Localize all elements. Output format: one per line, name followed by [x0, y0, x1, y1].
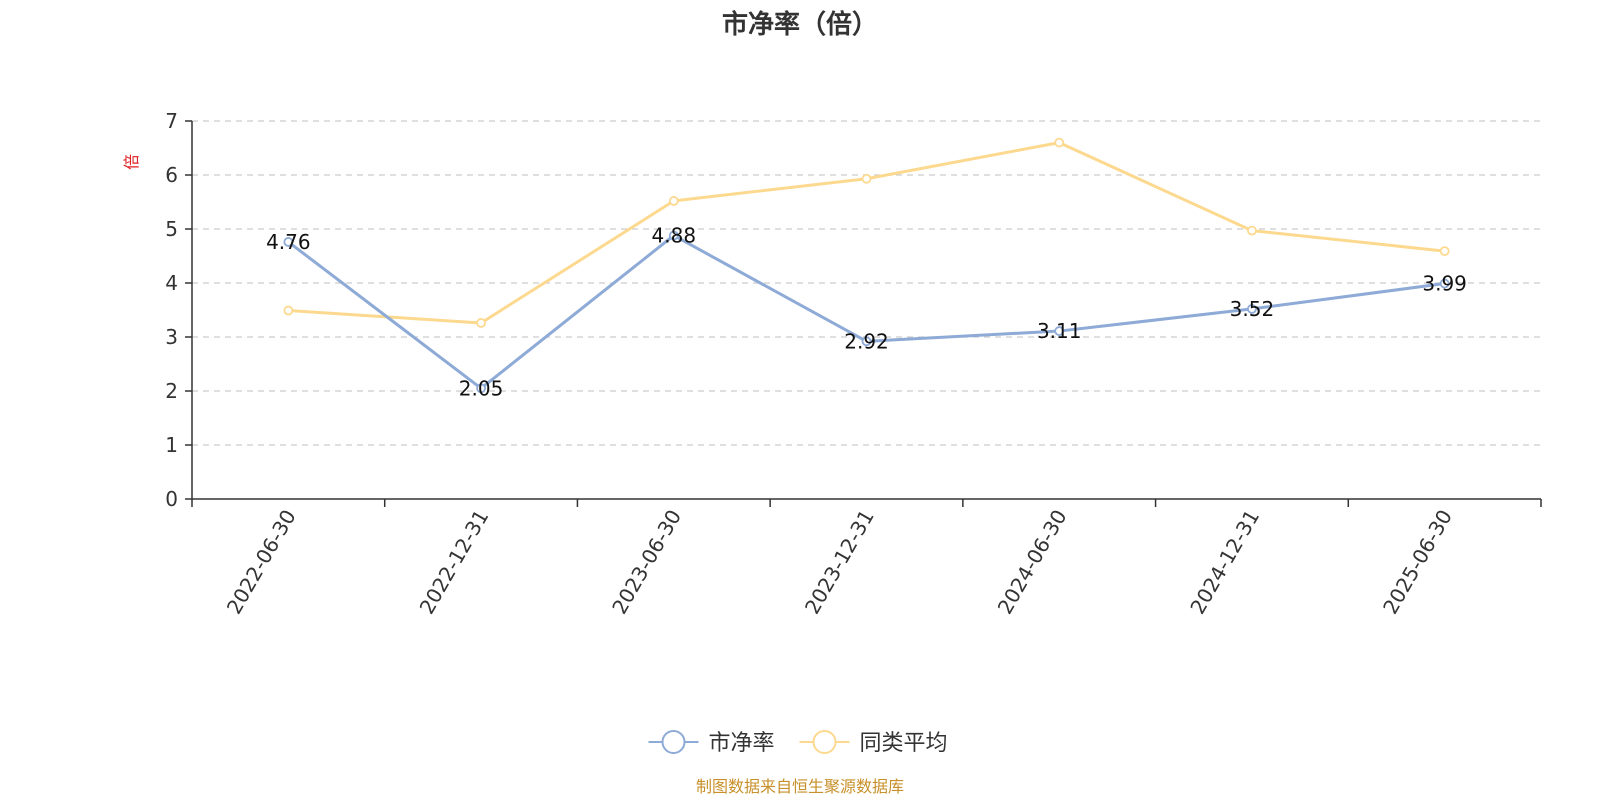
data-point[interactable]	[1247, 225, 1257, 236]
chart-title: 市净率（倍）	[722, 9, 878, 40]
data-point[interactable]	[861, 173, 872, 184]
data-label: 4.88	[652, 223, 697, 247]
series-group	[283, 137, 1450, 328]
grid-lines	[192, 120, 1541, 446]
legend: 市净率 同类平均	[648, 730, 948, 756]
series-line	[288, 141, 1445, 325]
y-tick-label: 4	[165, 271, 178, 295]
legend-item[interactable]: 市净率	[648, 730, 775, 756]
data-labels: 4.76 2.05 4.88 2.92 3.11 3.52 3.99	[266, 223, 1467, 400]
y-tick-label: 6	[165, 163, 178, 187]
legend-item[interactable]: 同类平均	[799, 730, 948, 756]
y-tick-label: 0	[165, 487, 178, 511]
y-tick-label: 1	[165, 433, 178, 457]
data-point[interactable]	[1054, 326, 1065, 336]
y-axis-unit-label: 倍	[122, 154, 141, 170]
data-point[interactable]	[476, 383, 486, 394]
axes: 0 1 2 3 4 5 6 7 2022-06-30 2022-12-31 2023-06-30 20…	[165, 109, 1542, 619]
legend-label: 市净率	[709, 731, 775, 756]
x-tick-label: 2024-06-30	[993, 506, 1072, 619]
y-tick-label: 2	[165, 379, 178, 403]
x-tick-label: 2024-12-31	[1185, 506, 1264, 619]
data-point[interactable]	[476, 318, 486, 328]
x-tick-label: 2023-06-30	[607, 506, 686, 619]
data-point[interactable]	[668, 230, 679, 241]
data-point[interactable]	[283, 237, 294, 247]
y-tick-label: 7	[165, 109, 178, 133]
data-point[interactable]	[1439, 246, 1450, 257]
x-tick-label: 2025-06-30	[1378, 506, 1457, 619]
y-tick-label: 3	[165, 325, 178, 349]
series-lines	[283, 137, 1450, 394]
legend-marker-icon	[812, 730, 837, 754]
data-label: 4.76	[266, 230, 311, 254]
data-label: 3.99	[1422, 272, 1467, 296]
x-tick-label: 2023-12-31	[800, 506, 879, 619]
data-point[interactable]	[283, 305, 294, 316]
legend-label: 同类平均	[860, 731, 948, 756]
data-point[interactable]	[1054, 137, 1065, 148]
data-point[interactable]	[861, 336, 872, 347]
data-label: 3.11	[1037, 319, 1082, 343]
data-label: 3.52	[1230, 297, 1275, 321]
data-point[interactable]	[1439, 278, 1450, 289]
data-label: 2.92	[844, 329, 889, 353]
data-point[interactable]	[668, 196, 679, 206]
data-label: 2.05	[459, 376, 504, 400]
x-tick-label: 2022-12-31	[414, 505, 493, 618]
legend-marker-icon	[661, 730, 686, 754]
series-group	[283, 230, 1450, 394]
data-point[interactable]	[1247, 304, 1257, 314]
data-source-note: 制图数据来自恒生聚源数据库	[696, 777, 904, 796]
y-tick-label: 5	[165, 217, 178, 241]
x-tick-label: 2022-06-30	[222, 506, 301, 619]
